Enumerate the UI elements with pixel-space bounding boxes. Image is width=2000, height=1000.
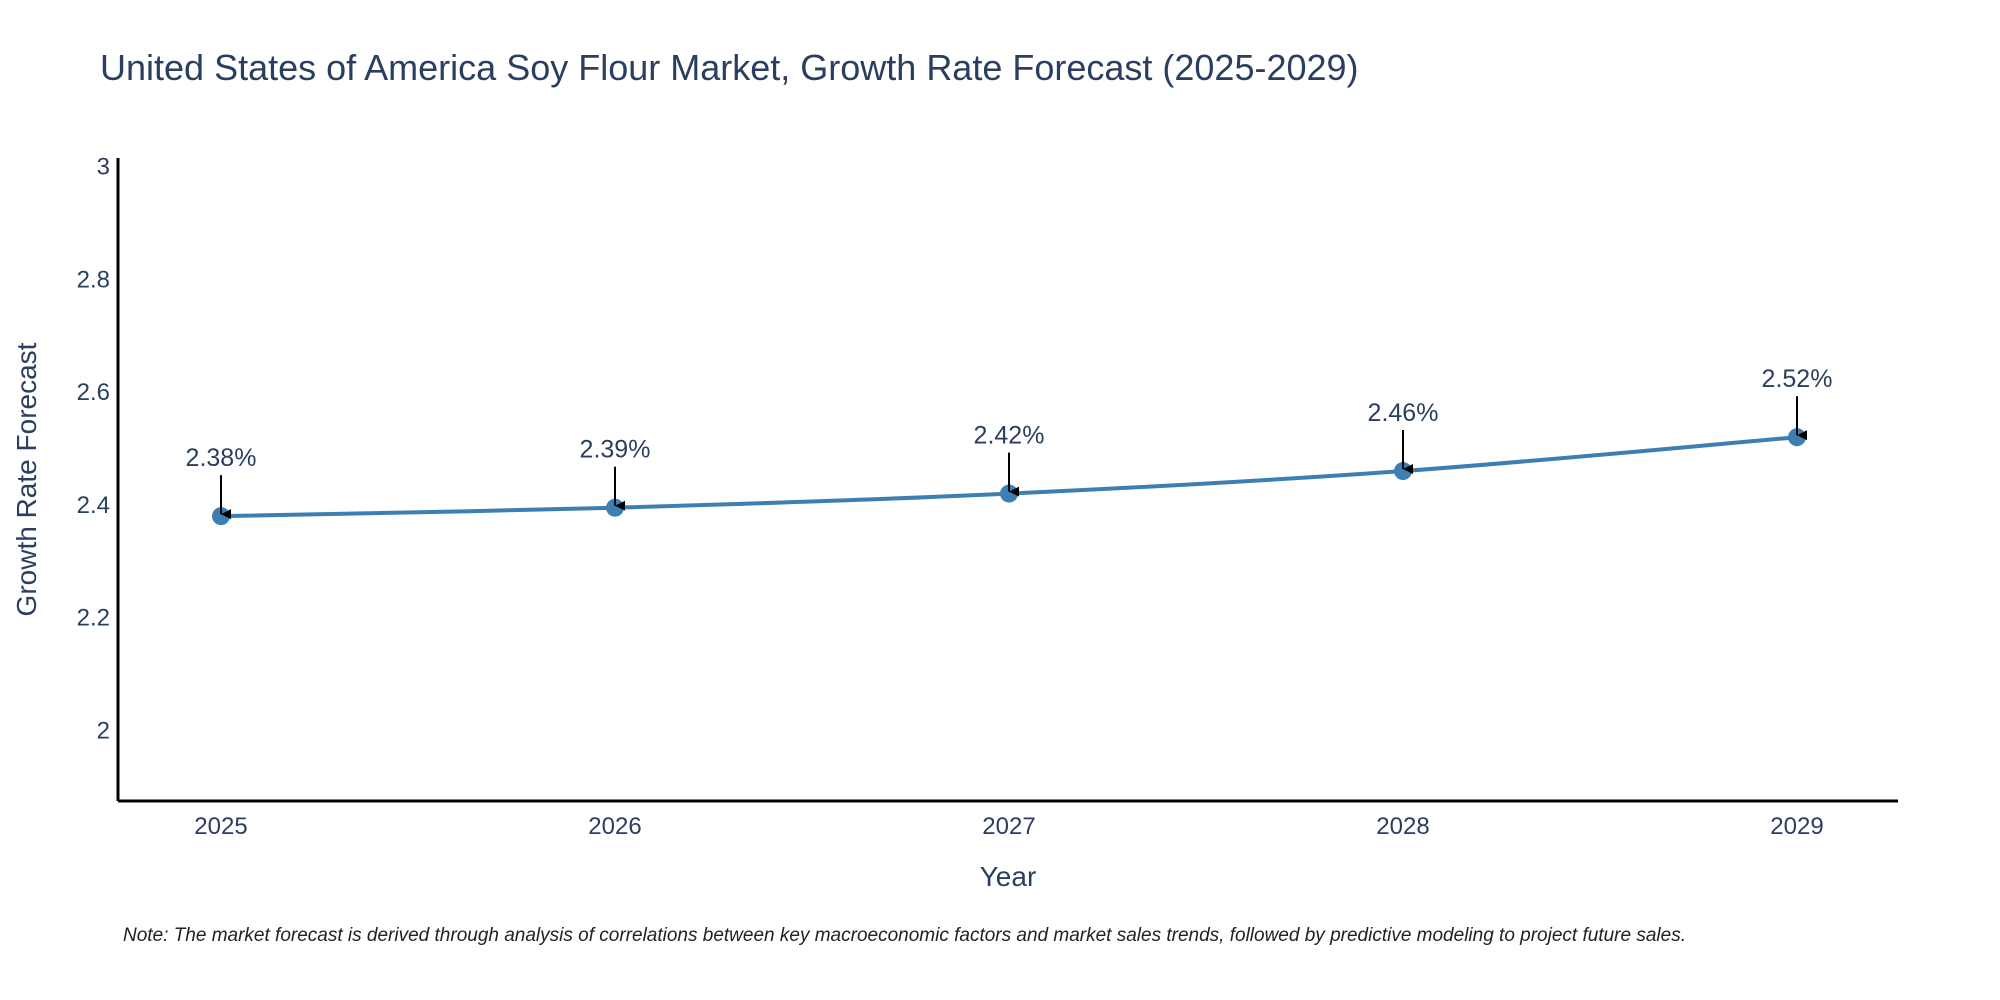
y-tick-label: 2.6 bbox=[77, 379, 110, 406]
x-axis-ticks: 2025 2026 2027 2028 2029 bbox=[194, 813, 1823, 840]
x-axis-title: Year bbox=[980, 861, 1037, 892]
data-label: 2.42% bbox=[974, 422, 1045, 450]
chart-title: United States of America Soy Flour Marke… bbox=[100, 47, 1359, 88]
y-tick-label: 2.4 bbox=[77, 492, 110, 519]
footnote: Note: The market forecast is derived thr… bbox=[123, 925, 1686, 946]
y-axis-ticks: 2 2.2 2.4 2.6 2.8 3 bbox=[77, 153, 110, 744]
data-label: 2.38% bbox=[186, 444, 257, 472]
annotations: 2.38% 2.39% 2.42% 2.46% 2.52% bbox=[186, 365, 1833, 520]
x-tick-label: 2027 bbox=[982, 813, 1035, 840]
data-label: 2.46% bbox=[1368, 399, 1439, 427]
data-label: 2.52% bbox=[1762, 365, 1833, 393]
x-tick-label: 2026 bbox=[588, 813, 641, 840]
y-tick-label: 3 bbox=[97, 153, 110, 180]
y-tick-label: 2.8 bbox=[77, 266, 110, 293]
y-axis-title: Growth Rate Forecast bbox=[11, 342, 42, 616]
x-tick-label: 2029 bbox=[1770, 813, 1823, 840]
x-tick-label: 2025 bbox=[194, 813, 247, 840]
data-label: 2.39% bbox=[580, 436, 651, 464]
y-tick-label: 2.2 bbox=[77, 605, 110, 632]
axes bbox=[116, 158, 1898, 803]
y-tick-label: 2 bbox=[97, 717, 110, 744]
x-tick-label: 2028 bbox=[1376, 813, 1429, 840]
